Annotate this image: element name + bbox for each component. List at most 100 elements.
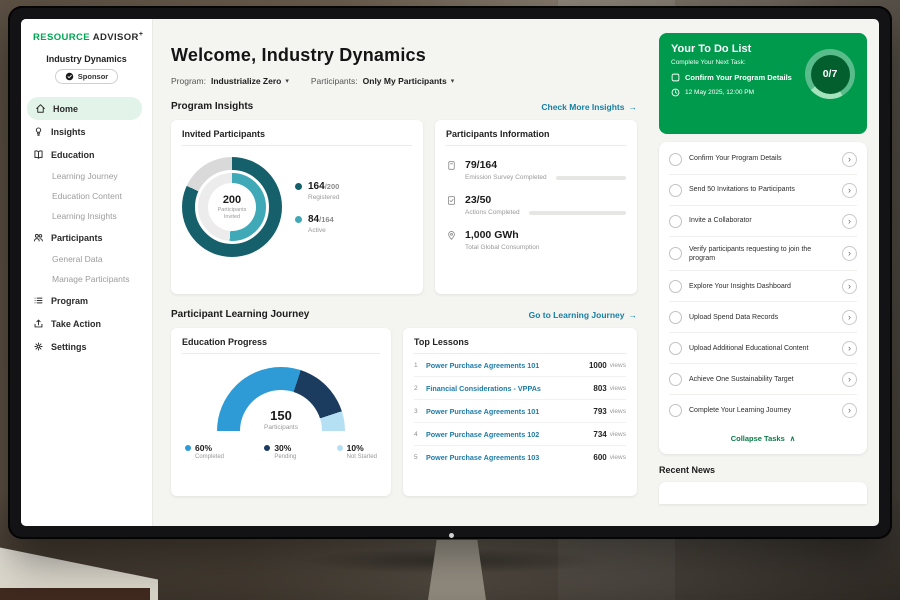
participants-dropdown[interactable]: Participants: Only My Participants ▾ [311,76,454,86]
sidebar-item-learning-insights[interactable]: Learning Insights [52,211,117,222]
collapse-tasks-link[interactable]: Collapse Tasks ∧ [730,434,796,444]
task-checkbox[interactable] [669,247,682,261]
todo-task[interactable]: Upload Spend Data Records › [669,302,857,334]
lesson-row: 5 Power Purchase Agreements 103 600 view… [414,453,626,462]
location-pin-icon [448,231,455,240]
info-item-consumption: 1,000 GWh Total Global Consumption [446,229,626,251]
learning-journey-header: Participant Learning Journey Go to Learn… [171,309,637,320]
task-checkbox[interactable] [669,341,682,355]
filters-bar: Program: Industrialize Zero ▾ Participan… [171,76,637,86]
task-label: Verify participants requesting to join t… [689,245,812,262]
program-insights-header: Program Insights Check More Insights → [171,101,637,112]
task-checkbox[interactable] [669,403,682,417]
todo-task[interactable]: Upload Additional Educational Content › [669,333,857,365]
sidebar-item-education-content[interactable]: Education Content [52,191,122,202]
section-title: Participant Learning Journey [171,309,310,320]
clipboard-icon [448,161,455,170]
donut-center-value: 200 [222,193,242,206]
todo-title: Your To Do List [671,43,752,55]
app-logo: RESOURCE ADVISOR+ [21,31,152,43]
monitor-stand [428,540,486,600]
top-lessons-card: Top Lessons 1 Power Purchase Agreements … [403,328,637,496]
lesson-link[interactable]: Financial Considerations - VPPAs [426,384,541,393]
task-checkbox[interactable] [669,279,682,293]
todo-task[interactable]: Complete Your Learning Journey › [669,395,857,425]
task-checkbox[interactable] [669,152,682,166]
sidebar-item-learning-journey[interactable]: Learning Journey [52,171,118,182]
sidebar-item-home[interactable]: Home [27,97,142,121]
education-progress-card: Education Progress 150 Participants [171,328,391,496]
task-checkbox[interactable] [669,372,682,386]
todo-panel: Your To Do List Complete Your Next Task:… [653,19,879,526]
task-checkbox[interactable] [669,183,682,197]
sidebar-item-general-data[interactable]: General Data [52,254,103,265]
lesson-rank: 1 [414,362,418,369]
clock-icon [671,88,680,97]
education-legend: 60% Completed 30% Pending 10% Not Started [182,443,380,460]
lesson-link[interactable]: Power Purchase Agreements 101 [426,361,540,370]
sidebar-item-education[interactable]: Education [21,143,152,166]
logo-plus: + [138,31,144,38]
todo-task[interactable]: Confirm Your Program Details › [669,144,857,175]
todo-task[interactable]: Achieve One Sustainability Target › [669,364,857,396]
card-title: Education Progress [182,337,380,354]
todo-subtitle: Complete Your Next Task: [671,59,746,66]
todo-task[interactable]: Send 50 Invitations to Participants › [669,175,857,206]
legend-dot [295,215,302,223]
program-dropdown[interactable]: Program: Industrialize Zero ▾ [171,76,289,86]
task-checkbox[interactable] [669,310,682,324]
chevron-down-icon: ▾ [450,78,455,85]
lesson-rank: 3 [414,408,418,415]
chevron-right-icon[interactable]: › [842,278,857,294]
legend-item-pending: 30% Pending [264,443,296,460]
sidebar: RESOURCE ADVISOR+ Industry Dynamics Spon… [21,19,153,526]
sidebar-item-manage-participants[interactable]: Manage Participants [52,274,130,285]
sidebar-item-label: Program [51,295,89,306]
lesson-row: 1 Power Purchase Agreements 101 1000 vie… [414,354,626,377]
sidebar-item-label: Insights [51,126,86,137]
lesson-views: 803 [593,384,607,393]
sidebar-item-participants[interactable]: Participants [21,226,152,249]
chevron-right-icon[interactable]: › [842,309,857,325]
lesson-link[interactable]: Power Purchase Agreements 102 [426,430,540,439]
sidebar-item-take-action[interactable]: Take Action [21,312,152,335]
lesson-link[interactable]: Power Purchase Agreements 101 [426,407,540,416]
sidebar-nav: Home Insights Education Learning Journey… [21,97,152,358]
task-label: Invite a Collaborator [689,217,752,225]
sidebar-item-insights[interactable]: Insights [21,120,152,143]
invited-donut-chart: 200 Participants Invited [182,157,282,257]
legend-item-active: 84/164 Active [295,214,339,234]
lesson-link[interactable]: Power Purchase Agreements 103 [426,453,540,462]
chevron-right-icon[interactable]: › [842,371,857,387]
monitor-power-led [449,532,454,538]
chevron-right-icon[interactable]: › [842,340,857,356]
chevron-right-icon[interactable]: › [842,402,857,418]
lightbulb-icon [35,127,42,136]
todo-task[interactable]: Verify participants requesting to join t… [669,237,857,272]
sponsor-badge[interactable]: Sponsor [54,69,119,85]
lesson-views: 1000 [588,361,607,370]
checklist-icon [447,196,456,205]
org-name: Industry Dynamics [46,54,127,65]
task-label: Upload Additional Educational Content [689,344,809,352]
task-label: Complete Your Learning Journey [689,406,791,414]
check-more-insights-link[interactable]: Check More Insights → [541,101,637,112]
lesson-rank: 5 [414,454,418,461]
book-icon [34,150,43,159]
sidebar-item-settings[interactable]: Settings [21,335,152,358]
todo-task[interactable]: Invite a Collaborator › [669,206,857,237]
chevron-right-icon[interactable]: › [842,151,857,167]
sidebar-item-program[interactable]: Program [21,289,152,312]
chevron-right-icon[interactable]: › [842,182,857,198]
todo-next-task[interactable]: Confirm Your Program Details [671,73,855,82]
chevron-right-icon[interactable]: › [842,246,857,262]
task-checkbox[interactable] [669,214,682,228]
go-to-learning-journey-link[interactable]: Go to Learning Journey → [528,309,637,320]
sidebar-item-label: Education [51,149,95,160]
todo-task[interactable]: Explore Your Insights Dashboard › [669,271,857,303]
page-title: Welcome, Industry Dynamics [171,45,426,65]
chevron-right-icon[interactable]: › [842,213,857,229]
participants-information-card: Participants Information 79/164 Emission… [435,120,637,294]
education-gauge-chart: 150 Participants [217,367,345,431]
lesson-row: 2 Financial Considerations - VPPAs 803 v… [414,377,626,400]
